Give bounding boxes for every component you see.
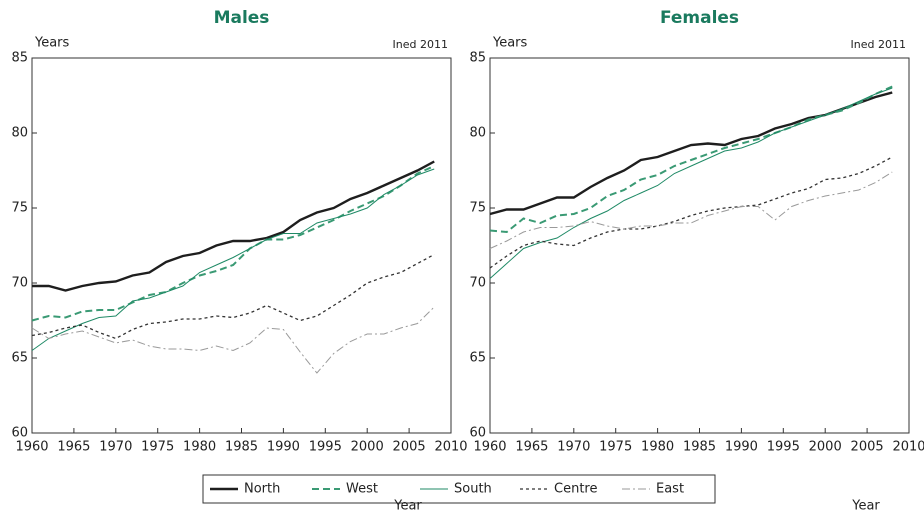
x-tick-label: 1960 — [473, 440, 506, 455]
series-line — [31, 253, 435, 340]
chart-title: Females — [660, 8, 739, 28]
y-axis-label: Years — [492, 36, 528, 51]
plot-frame — [489, 57, 910, 434]
y-tick-label: 70 — [11, 276, 28, 291]
x-axis-label: Year — [393, 499, 422, 514]
y-tick-label: 75 — [469, 201, 486, 216]
y-tick-label: 85 — [11, 51, 28, 66]
x-tick-label: 1970 — [557, 440, 590, 455]
y-tick-label: 60 — [469, 426, 486, 441]
x-tick-label: 1995 — [767, 440, 800, 455]
x-tick-label: 1980 — [183, 440, 216, 455]
legend-label: South — [454, 482, 492, 497]
chart-title: Males — [214, 8, 270, 28]
x-tick-label: 1960 — [15, 440, 48, 455]
series-line — [489, 171, 893, 249]
y-tick-label: 80 — [469, 126, 486, 141]
legend-box — [202, 474, 716, 504]
series-line — [489, 91, 893, 216]
x-tick-label: 2005 — [393, 440, 426, 455]
series-line — [489, 85, 893, 234]
y-tick-label: 80 — [11, 126, 28, 141]
x-tick-label: 2010 — [892, 440, 924, 455]
x-tick-label: 1985 — [225, 440, 258, 455]
x-tick-label: 1990 — [725, 440, 758, 455]
series-line — [489, 156, 893, 269]
x-tick-label: 1965 — [515, 440, 548, 455]
x-tick-label: 1985 — [683, 440, 716, 455]
legend-label: East — [656, 482, 684, 497]
legend-label: Centre — [554, 482, 597, 497]
y-tick-label: 70 — [469, 276, 486, 291]
x-tick-label: 1965 — [57, 440, 90, 455]
x-tick-label: 1990 — [267, 440, 300, 455]
x-tick-label: 2010 — [434, 440, 467, 455]
x-tick-label: 1975 — [599, 440, 632, 455]
y-tick-label: 65 — [469, 351, 486, 366]
plot-frame — [31, 57, 452, 434]
y-tick-label: 85 — [469, 51, 486, 66]
x-tick-label: 1980 — [641, 440, 674, 455]
x-tick-label: 2000 — [351, 440, 384, 455]
series-line — [31, 168, 435, 351]
legend-label: West — [346, 482, 378, 497]
series-line — [31, 165, 435, 322]
x-axis-label: Year — [851, 499, 880, 514]
x-tick-label: 1995 — [309, 440, 342, 455]
x-tick-label: 1970 — [99, 440, 132, 455]
source: Ined 2011 — [851, 38, 906, 51]
x-tick-label: 1975 — [141, 440, 174, 455]
series-line — [489, 87, 893, 279]
x-tick-label: 2005 — [851, 440, 884, 455]
series-line — [31, 306, 435, 374]
x-tick-label: 2000 — [809, 440, 842, 455]
source: Ined 2011 — [393, 38, 448, 51]
series-line — [32, 160, 435, 292]
y-tick-label: 75 — [11, 201, 28, 216]
y-tick-label: 65 — [11, 351, 28, 366]
y-tick-label: 60 — [11, 426, 28, 441]
y-axis-label: Years — [34, 36, 70, 51]
legend-label: North — [244, 482, 280, 497]
